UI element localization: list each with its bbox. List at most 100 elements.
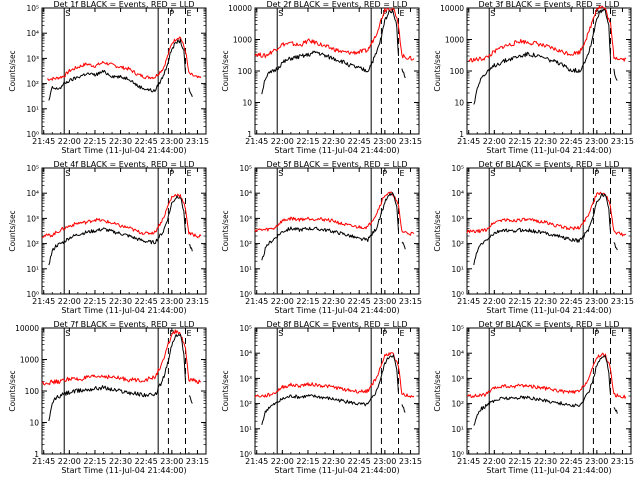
events-series-line (188, 244, 193, 252)
x-tick-label: 21:45 (32, 297, 55, 306)
x-axis-label: Start Time (11-Jul-04 21:44:00) (274, 146, 399, 155)
x-tick-label: 22:30 (534, 457, 557, 466)
x-tick-label: 23:15 (186, 297, 209, 306)
x-tick-label: 22:15 (296, 297, 319, 306)
x-tick-label: 22:00 (58, 457, 81, 466)
flare-marker-P: P (169, 9, 174, 18)
y-tick-label: 10⁵ (451, 164, 464, 173)
y-tick-label: 10⁰ (239, 450, 252, 459)
x-tick-label: 23:00 (585, 137, 608, 146)
x-tick-label: 22:00 (271, 137, 294, 146)
x-tick-label: 22:15 (83, 297, 106, 306)
x-tick-label: 22:45 (135, 457, 158, 466)
x-tick-label: 22:15 (508, 297, 531, 306)
x-tick-label: 23:15 (186, 137, 209, 146)
lld-series-line (41, 329, 202, 386)
y-tick-label: 10⁰ (26, 130, 39, 139)
plot-frame (254, 7, 420, 135)
x-tick-label: 22:30 (322, 137, 345, 146)
flare-marker-P: P (382, 9, 387, 18)
flare-marker-E: E (400, 329, 405, 338)
x-tick-label: 22:45 (560, 457, 583, 466)
x-tick-label: 21:45 (457, 137, 480, 146)
y-tick-label: 10⁵ (239, 324, 252, 333)
y-tick-label: 1000 (445, 36, 464, 45)
y-tick-label: 10⁰ (26, 290, 39, 299)
x-axis-label: Start Time (11-Jul-04 21:44:00) (61, 306, 186, 315)
y-tick-label: 10⁵ (451, 324, 464, 333)
x-tick-label: 22:30 (109, 297, 132, 306)
flare-marker-P: P (594, 169, 599, 178)
y-tick-label: 10² (451, 240, 464, 249)
y-tick-label: 100 (25, 387, 40, 396)
y-tick-label: 1 (34, 450, 39, 459)
lld-series-line (468, 5, 627, 63)
x-tick-label: 22:15 (508, 137, 531, 146)
flare-marker-P: P (382, 329, 387, 338)
x-axis-label: Start Time (11-Jul-04 21:44:00) (274, 466, 399, 475)
events-series-line (261, 9, 399, 95)
x-tick-label: 22:45 (135, 137, 158, 146)
lld-series-line (41, 193, 202, 239)
flare-marker-S: S (490, 329, 495, 338)
x-tick-label: 22:30 (109, 137, 132, 146)
flare-marker-S: S (65, 329, 70, 338)
chart-title: Det 9f BLACK = Events, RED = LLD (478, 320, 619, 329)
plot-frame (254, 167, 420, 295)
flare-marker-S: S (65, 169, 70, 178)
y-tick-label: 10¹ (239, 265, 252, 274)
flare-marker-E: E (612, 169, 617, 178)
x-tick-label: 23:15 (611, 137, 634, 146)
events-series-line (613, 68, 618, 81)
x-tick-label: 22:45 (560, 297, 583, 306)
y-axis-label: Counts/sec (433, 370, 442, 411)
x-tick-label: 22:00 (483, 457, 506, 466)
events-series-line (401, 68, 406, 79)
plot-frame (254, 327, 420, 455)
y-tick-label: 10⁴ (239, 189, 252, 198)
chart-title: Det 4f BLACK = Events, RED = LLD (53, 160, 194, 169)
x-tick-label: 23:00 (373, 297, 396, 306)
y-tick-label: 10¹ (239, 425, 252, 434)
y-tick-label: 10² (26, 240, 39, 249)
lld-series-line (466, 191, 627, 237)
x-tick-label: 21:45 (457, 297, 480, 306)
y-tick-label: 1000 (233, 36, 252, 45)
lld-series-line (46, 36, 202, 81)
chart-title: Det 6f BLACK = Events, RED = LLD (478, 160, 619, 169)
y-tick-label: 10¹ (451, 425, 464, 434)
x-tick-label: 22:30 (322, 457, 345, 466)
plot-frame (41, 7, 207, 135)
events-series-line (613, 242, 618, 251)
flare-marker-S: S (278, 169, 283, 178)
y-tick-label: 10¹ (451, 265, 464, 274)
lld-series-line (254, 191, 415, 236)
events-series-line (473, 355, 611, 426)
x-tick-label: 23:15 (611, 297, 634, 306)
x-tick-label: 21:45 (32, 457, 55, 466)
y-tick-label: 10³ (451, 214, 464, 223)
x-tick-label: 21:45 (32, 137, 55, 146)
x-tick-label: 22:30 (109, 457, 132, 466)
y-tick-label: 10³ (26, 214, 39, 223)
flare-marker-E: E (612, 9, 617, 18)
chart-title: Det 1f BLACK = Events, RED = LLD (53, 0, 194, 9)
plot-frame (41, 167, 207, 295)
flare-marker-E: E (187, 169, 192, 178)
plot-frame (466, 327, 632, 455)
x-tick-label: 22:00 (271, 297, 294, 306)
chart-panel-1: Det 1f BLACK = Events, RED = LLD 21:45 22:… (8, 0, 209, 155)
y-tick-label: 10² (239, 400, 252, 409)
lld-series-line (254, 352, 415, 398)
y-tick-label: 10³ (26, 54, 39, 63)
y-tick-label: 10² (239, 240, 252, 249)
flare-marker-S: S (490, 9, 495, 18)
y-tick-label: 10⁰ (451, 450, 464, 459)
y-tick-label: 1 (459, 130, 464, 139)
x-axis-label: Start Time (11-Jul-04 21:44:00) (274, 306, 399, 315)
y-tick-label: 10³ (451, 374, 464, 383)
plot-frame (466, 167, 632, 295)
